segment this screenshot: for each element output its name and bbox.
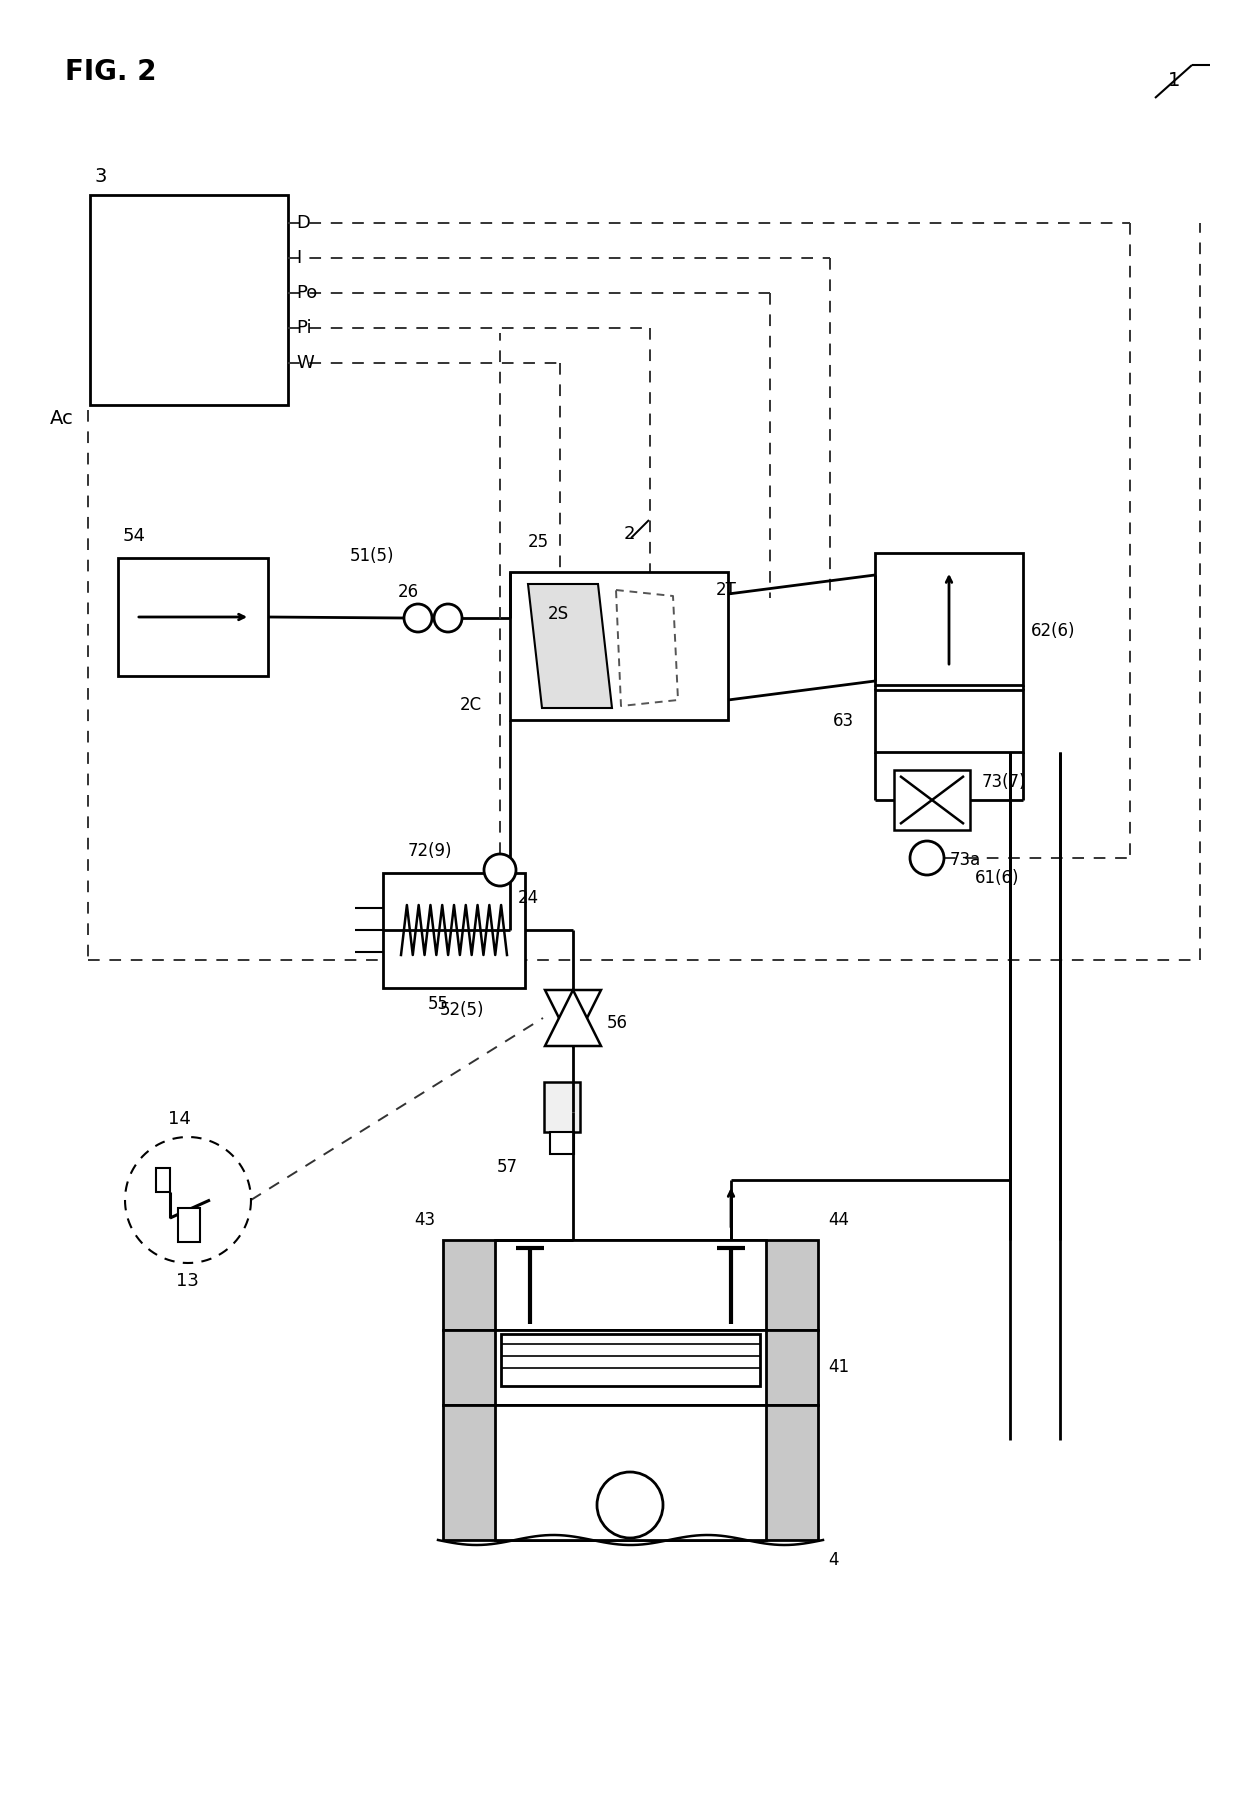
Bar: [443, 1240, 818, 1330]
Text: 26: 26: [398, 584, 419, 602]
Text: D: D: [296, 214, 310, 232]
Text: 57: 57: [497, 1159, 518, 1177]
Text: 1: 1: [1168, 70, 1180, 90]
Polygon shape: [546, 989, 601, 1045]
Circle shape: [404, 604, 432, 633]
Text: 43: 43: [414, 1211, 435, 1229]
Text: FIG. 2: FIG. 2: [64, 58, 156, 86]
Bar: [156, 1168, 170, 1191]
Text: 3: 3: [95, 168, 108, 186]
Bar: [894, 769, 970, 831]
Text: Ac: Ac: [50, 409, 73, 429]
Bar: [443, 1330, 818, 1406]
Text: I: I: [296, 249, 301, 267]
Bar: [551, 1132, 574, 1153]
Bar: [383, 872, 525, 987]
Text: 72(9): 72(9): [408, 842, 453, 860]
Bar: [495, 1240, 766, 1330]
Text: 51(5): 51(5): [350, 548, 394, 566]
Text: 73a: 73a: [950, 851, 981, 869]
Text: 44: 44: [828, 1211, 849, 1229]
Bar: [91, 195, 288, 405]
Bar: [544, 1081, 580, 1132]
Circle shape: [596, 1472, 663, 1537]
Text: 41: 41: [828, 1359, 849, 1377]
Bar: [501, 1333, 760, 1386]
Text: 14: 14: [167, 1110, 191, 1128]
Text: 73(7): 73(7): [982, 773, 1027, 791]
Text: 2S: 2S: [548, 605, 569, 623]
Text: 13: 13: [176, 1272, 198, 1290]
Circle shape: [910, 842, 944, 876]
Bar: [875, 690, 1023, 751]
Text: Pi: Pi: [296, 319, 311, 337]
Circle shape: [434, 604, 463, 633]
Text: 54: 54: [123, 526, 146, 544]
Text: 4: 4: [828, 1552, 838, 1570]
Circle shape: [484, 854, 516, 887]
Text: Po: Po: [296, 285, 317, 303]
Bar: [495, 1406, 766, 1541]
Text: 2T: 2T: [715, 580, 737, 598]
Text: 25: 25: [528, 533, 549, 551]
Bar: [875, 553, 1023, 685]
Bar: [179, 1207, 200, 1242]
Text: 2C: 2C: [460, 696, 482, 714]
Bar: [118, 559, 268, 676]
Text: 61(6): 61(6): [975, 869, 1019, 887]
Text: 2: 2: [624, 524, 635, 542]
Bar: [510, 571, 728, 721]
Text: 52(5): 52(5): [440, 1000, 485, 1018]
Text: 56: 56: [608, 1015, 627, 1033]
Bar: [443, 1406, 818, 1541]
Polygon shape: [528, 584, 613, 708]
Text: 55: 55: [428, 995, 449, 1013]
Text: 63: 63: [833, 712, 854, 730]
Text: W: W: [296, 353, 314, 371]
Bar: [495, 1330, 766, 1406]
Text: 24: 24: [518, 888, 539, 906]
Polygon shape: [546, 989, 601, 1045]
Text: 62(6): 62(6): [1030, 622, 1075, 640]
